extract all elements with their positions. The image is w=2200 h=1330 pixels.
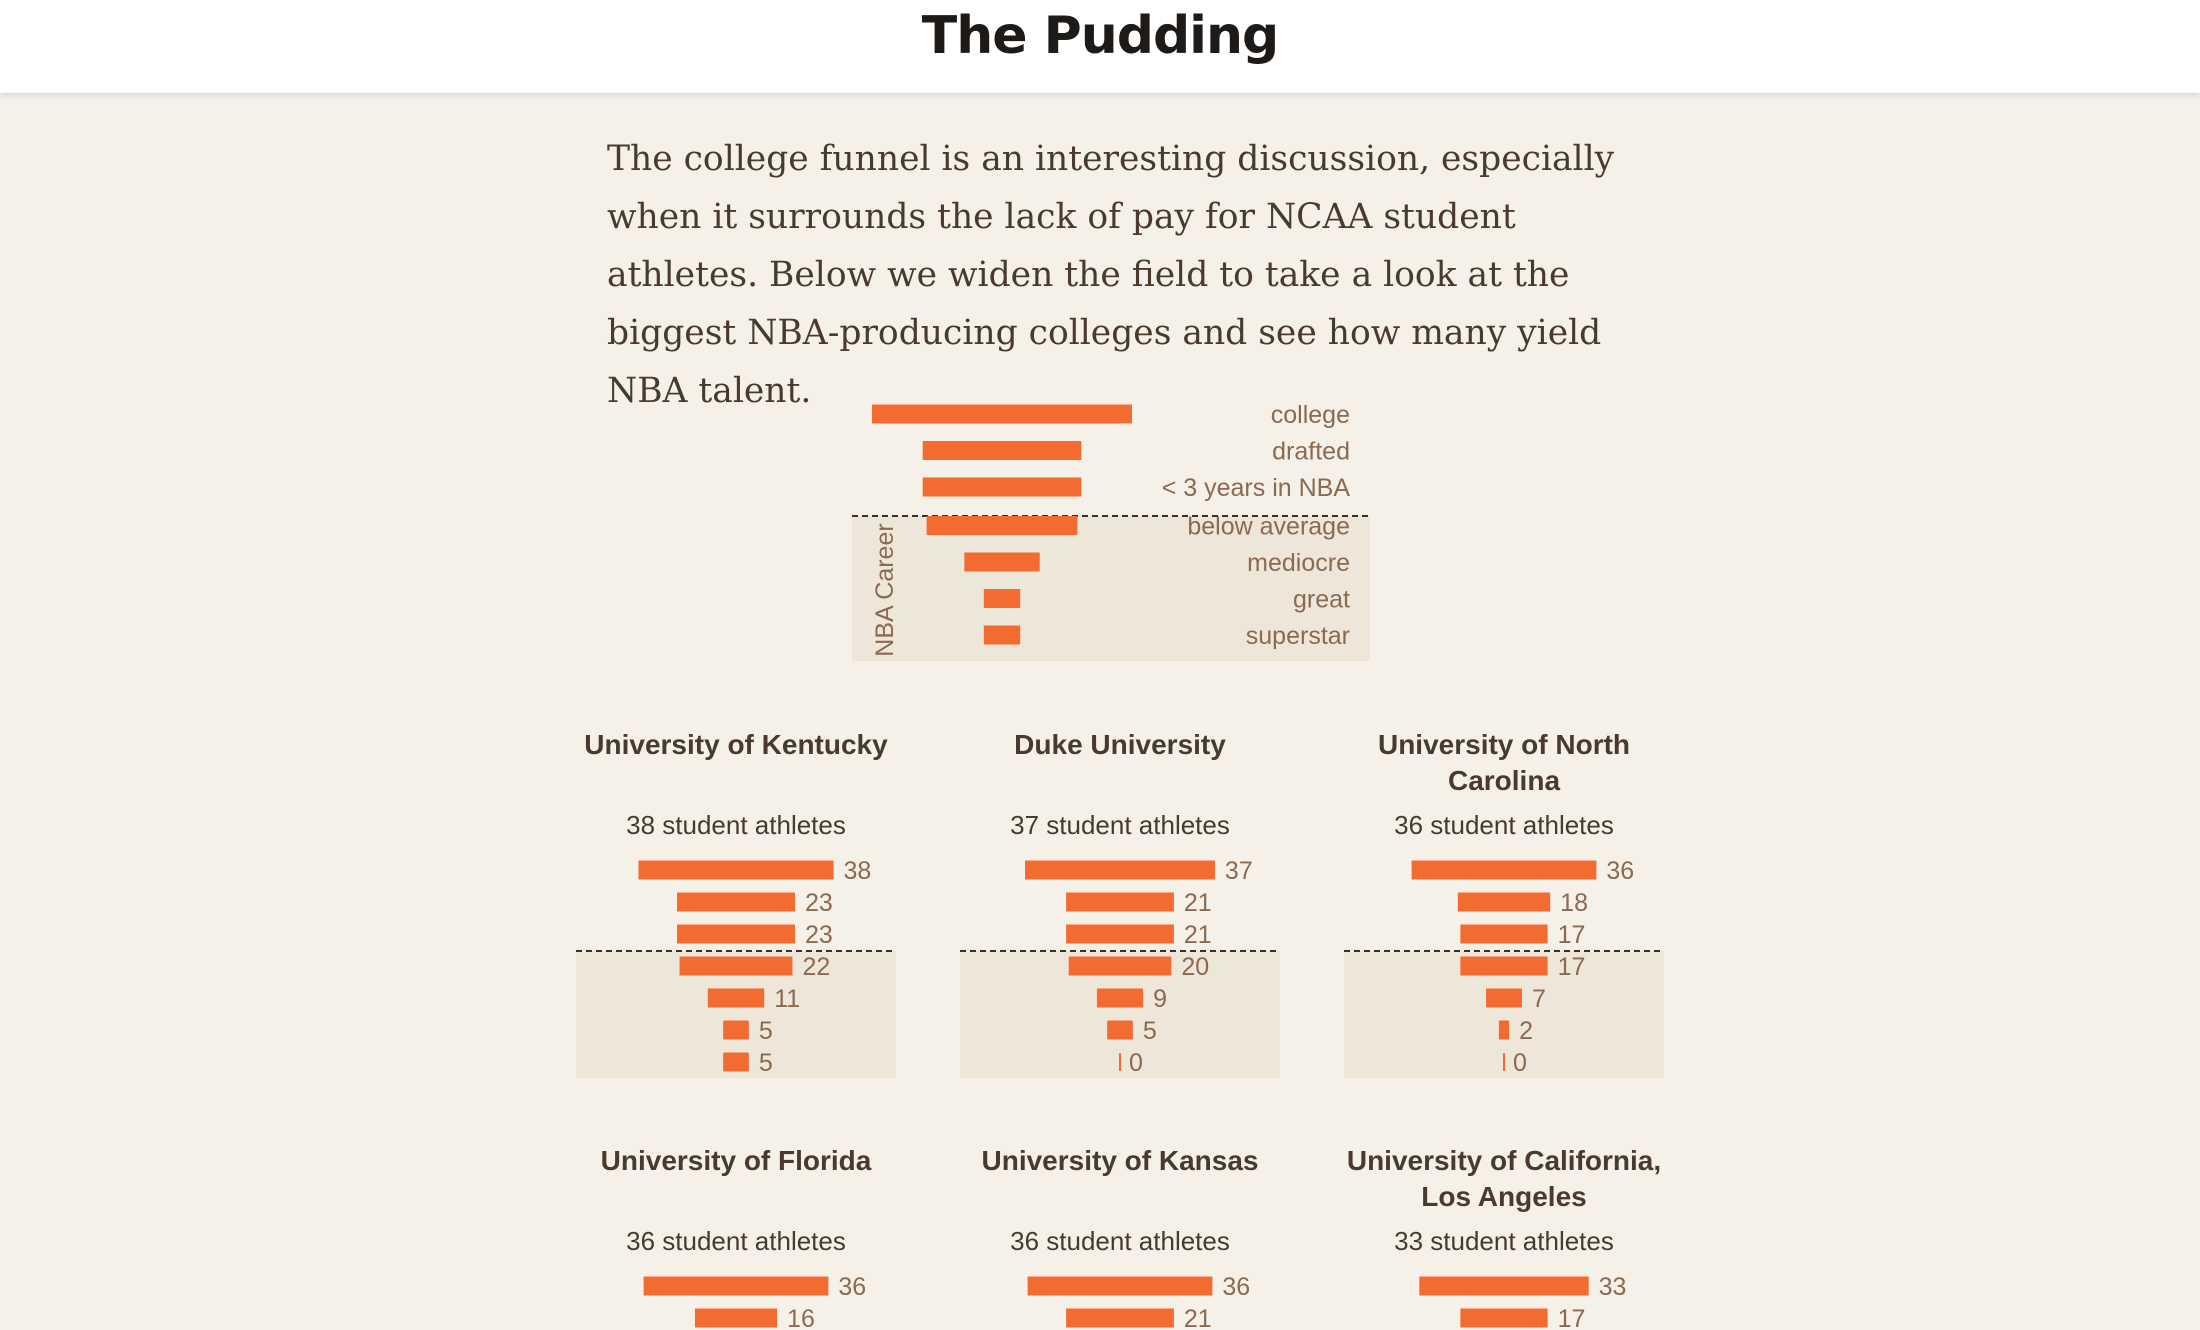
college-bar-1 xyxy=(676,892,796,912)
college-athlete-count: 36 student athletes xyxy=(1394,810,1614,840)
college-bar-value: 5 xyxy=(1143,1017,1157,1045)
site-header: The Pudding xyxy=(0,0,2200,93)
college-bar-0 xyxy=(638,860,834,880)
legend-stage-label: < 3 years in NBA xyxy=(1162,474,1351,502)
legend-career-label: NBA Career xyxy=(871,523,899,656)
college-bar-6 xyxy=(1119,1053,1121,1071)
college-bar-0 xyxy=(1027,1276,1213,1296)
college-bar-1 xyxy=(1460,1308,1548,1328)
college-bar-value: 23 xyxy=(805,889,833,917)
college-bar-value: 16 xyxy=(787,1305,815,1330)
college-bar-1 xyxy=(1066,892,1174,912)
college-bar-6 xyxy=(1503,1053,1505,1071)
college-bar-1 xyxy=(694,1308,778,1328)
college-bar-value: 21 xyxy=(1184,1305,1212,1330)
college-athlete-count: 36 student athletes xyxy=(1010,1226,1230,1256)
college-bar-3 xyxy=(1460,956,1548,976)
legend-bar-4 xyxy=(964,552,1040,572)
legend-stage-label: great xyxy=(1293,586,1350,614)
college-bar-4 xyxy=(1096,988,1144,1008)
college-title: Duke University xyxy=(1014,729,1226,760)
college-bar-value: 2 xyxy=(1519,1017,1533,1045)
college-bar-5 xyxy=(1498,1020,1510,1040)
college-bar-0 xyxy=(1411,860,1597,880)
college-bar-0 xyxy=(643,1276,829,1296)
college-bar-value: 11 xyxy=(774,985,800,1013)
legend-bar-5 xyxy=(983,589,1021,608)
legend-bar-1 xyxy=(922,441,1082,460)
college-athlete-count: 38 student athletes xyxy=(626,810,846,840)
college-bar-value: 5 xyxy=(759,1017,773,1045)
college-title: University of California, xyxy=(1347,1145,1661,1176)
college-bar-value: 17 xyxy=(1558,953,1586,981)
college-title: Los Angeles xyxy=(1421,1181,1586,1212)
college-bar-0 xyxy=(1419,1276,1589,1296)
college-bar-value: 17 xyxy=(1558,1305,1586,1330)
college-bar-value: 21 xyxy=(1184,889,1212,917)
legend-stage-label: mediocre xyxy=(1247,549,1350,577)
college-bar-0 xyxy=(1025,860,1215,880)
legend-bar-3 xyxy=(926,516,1078,535)
college-bar-3 xyxy=(1068,956,1172,976)
college-bar-5 xyxy=(723,1020,749,1040)
college-bar-value: 21 xyxy=(1184,921,1212,949)
college-bar-value: 36 xyxy=(1222,1273,1250,1301)
college-athlete-count: 33 student athletes xyxy=(1394,1226,1614,1256)
college-title: University of Florida xyxy=(601,1145,872,1176)
college-bar-5 xyxy=(1107,1020,1133,1040)
college-bar-value: 36 xyxy=(838,1273,866,1301)
college-bar-value: 20 xyxy=(1181,953,1209,981)
college-bar-value: 33 xyxy=(1599,1273,1627,1301)
college-bar-value: 37 xyxy=(1225,857,1253,885)
college-bar-2 xyxy=(1066,924,1174,944)
legend-stage-label: below average xyxy=(1187,513,1350,541)
college-bar-4 xyxy=(707,988,765,1008)
college-bar-4 xyxy=(1486,988,1522,1008)
college-bar-value: 7 xyxy=(1532,985,1546,1013)
college-bar-1 xyxy=(1457,892,1551,912)
legend-bar-6 xyxy=(983,625,1021,645)
legend-stage-label: college xyxy=(1271,401,1350,429)
college-bar-value: 36 xyxy=(1606,857,1634,885)
college-bar-6 xyxy=(723,1052,749,1072)
college-title: University of Kentucky xyxy=(584,729,888,760)
college-bar-value: 23 xyxy=(805,921,833,949)
legend-stage-label: drafted xyxy=(1272,438,1350,466)
college-bar-value: 0 xyxy=(1513,1049,1527,1077)
college-title: University of Kansas xyxy=(982,1145,1259,1176)
intro-paragraph: The college funnel is an interesting dis… xyxy=(607,139,1615,411)
legend-career-band xyxy=(852,516,1370,661)
college-bar-3 xyxy=(679,956,793,976)
legend-bar-0 xyxy=(872,404,1132,424)
college-title: University of North xyxy=(1378,729,1630,760)
college-bar-value: 17 xyxy=(1558,921,1586,949)
college-bar-1 xyxy=(1066,1308,1174,1328)
legend-bar-2 xyxy=(922,477,1082,497)
college-bar-value: 9 xyxy=(1153,985,1167,1013)
college-bar-value: 18 xyxy=(1560,889,1588,917)
legend-stage-label: superstar xyxy=(1246,622,1350,650)
college-title: Carolina xyxy=(1448,765,1560,796)
college-bar-value: 22 xyxy=(802,953,830,981)
college-bar-2 xyxy=(676,924,796,944)
site-logo[interactable]: The Pudding xyxy=(921,6,1280,66)
college-athlete-count: 36 student athletes xyxy=(626,1226,846,1256)
college-bar-value: 0 xyxy=(1129,1049,1143,1077)
college-athlete-count: 37 student athletes xyxy=(1010,810,1230,840)
college-bar-2 xyxy=(1460,924,1548,944)
college-bar-value: 5 xyxy=(759,1049,773,1077)
college-bar-value: 38 xyxy=(844,857,872,885)
